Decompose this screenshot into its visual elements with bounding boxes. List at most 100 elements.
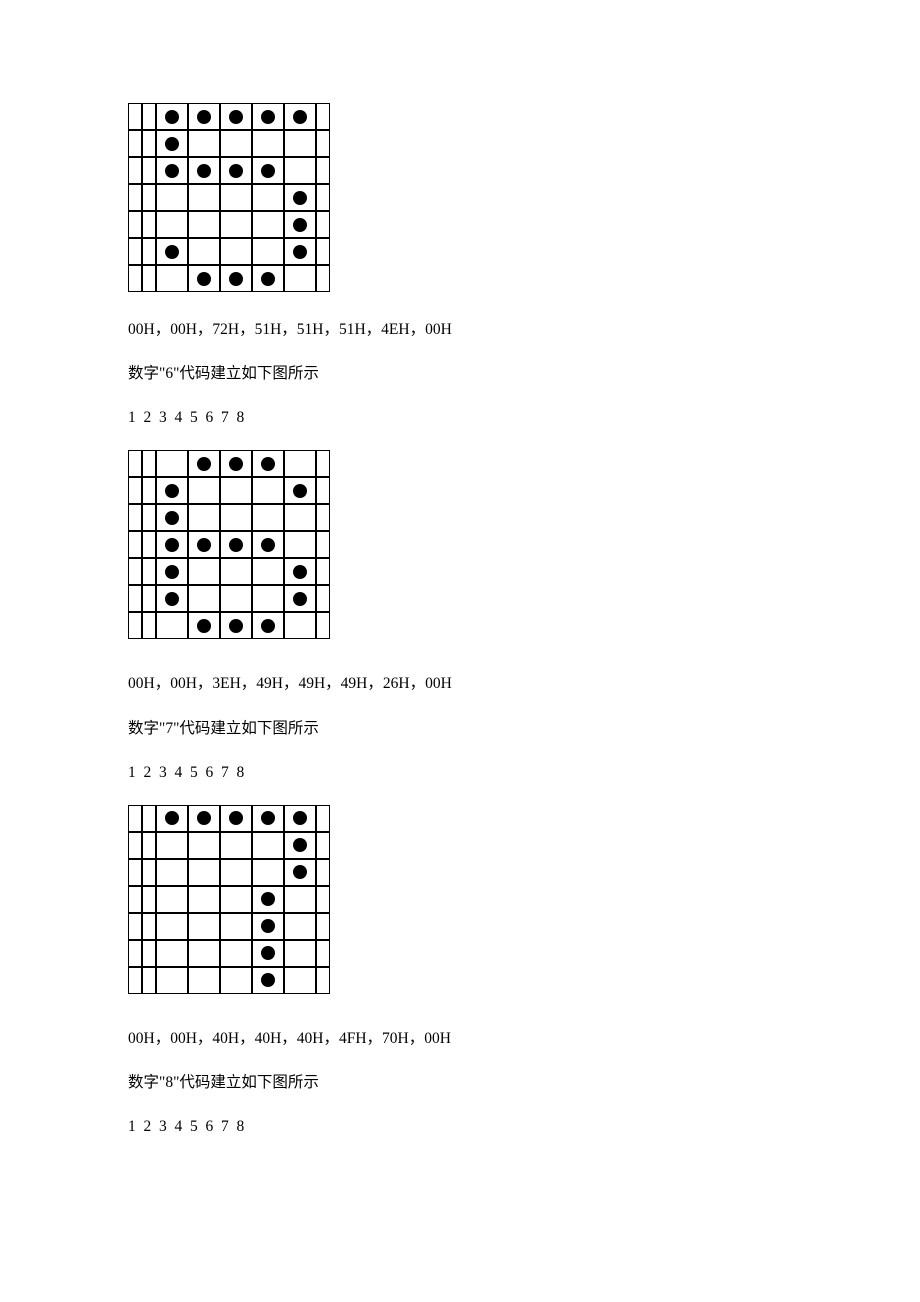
grid-cell [156, 859, 188, 886]
grid-row [128, 504, 330, 531]
grid-cell [252, 211, 284, 238]
code-line: 00H，00H，40H，40H，40H，4FH，70H，00H [128, 1029, 920, 1049]
grid-cell [316, 265, 330, 292]
grid-cell [142, 940, 156, 967]
grid-row [128, 265, 330, 292]
grid-cell [316, 157, 330, 184]
grid-cell [188, 238, 220, 265]
grid-cell [128, 130, 142, 157]
grid-wrapper [128, 805, 920, 999]
grid-cell [188, 103, 220, 130]
grid-cell [284, 238, 316, 265]
grid-row [128, 585, 330, 612]
grid-cell [142, 913, 156, 940]
grid-cell [316, 184, 330, 211]
grid-cell [316, 805, 330, 832]
grid-cell [128, 265, 142, 292]
section-block: 00H，00H，3EH，49H，49H，49H，26H，00H数字"7"代码建立… [128, 450, 920, 782]
sections-host: 00H，00H，72H，51H，51H，51H，4EH，00H数字"6"代码建立… [128, 103, 920, 1137]
grid-cell [142, 184, 156, 211]
grid-cell [156, 477, 188, 504]
document-page: 00H，00H，72H，51H，51H，51H，4EH，00H数字"6"代码建立… [0, 0, 920, 1302]
grid-cell [284, 450, 316, 477]
grid-cell [316, 504, 330, 531]
grid-cell [252, 450, 284, 477]
grid-cell [188, 450, 220, 477]
dot-icon [261, 619, 275, 633]
grid-cell [156, 805, 188, 832]
dot-icon [229, 164, 243, 178]
dot-icon [261, 946, 275, 960]
grid-cell [252, 585, 284, 612]
grid-cell [316, 477, 330, 504]
grid-cell [142, 157, 156, 184]
grid-cell [252, 886, 284, 913]
grid-cell [128, 238, 142, 265]
grid-cell [220, 886, 252, 913]
dot-icon [293, 592, 307, 606]
grid-cell [142, 859, 156, 886]
grid-cell [284, 558, 316, 585]
grid-cell [284, 531, 316, 558]
grid-cell [142, 805, 156, 832]
grid-cell [128, 585, 142, 612]
grid-cell [252, 504, 284, 531]
grid-cell [188, 832, 220, 859]
grid-cell [142, 238, 156, 265]
dot-icon [293, 484, 307, 498]
grid-cell [142, 531, 156, 558]
grid-cell [316, 612, 330, 639]
grid-cell [220, 832, 252, 859]
grid-cell [128, 612, 142, 639]
dot-icon [261, 973, 275, 987]
grid-cell [156, 585, 188, 612]
dot-icon [197, 538, 211, 552]
grid-cell [142, 103, 156, 130]
grid-cell [188, 211, 220, 238]
dot-icon [165, 538, 179, 552]
grid-cell [128, 450, 142, 477]
grid-cell [252, 805, 284, 832]
grid-cell [156, 157, 188, 184]
grid-cell [156, 913, 188, 940]
grid-cell [220, 967, 252, 994]
grid-cell [156, 103, 188, 130]
grid-cell [316, 450, 330, 477]
grid-cell [156, 265, 188, 292]
grid-cell [188, 184, 220, 211]
grid-row [128, 157, 330, 184]
grid-cell [284, 967, 316, 994]
grid-cell [220, 585, 252, 612]
grid-cell [128, 558, 142, 585]
dot-icon [229, 272, 243, 286]
dot-icon [261, 272, 275, 286]
dot-icon [197, 272, 211, 286]
grid-cell [128, 477, 142, 504]
dot-icon [261, 164, 275, 178]
dot-icon [229, 110, 243, 124]
column-header: 1 2 3 4 5 6 7 8 [128, 408, 920, 428]
grid-cell [220, 558, 252, 585]
grid-cell [156, 130, 188, 157]
dot-icon [261, 811, 275, 825]
grid-cell [188, 504, 220, 531]
grid-cell [188, 558, 220, 585]
grid-cell [252, 558, 284, 585]
grid-cell [188, 531, 220, 558]
grid-cell [156, 531, 188, 558]
grid-row [128, 211, 330, 238]
grid-wrapper [128, 103, 920, 297]
code-line: 00H，00H，72H，51H，51H，51H，4EH，00H [128, 320, 920, 340]
grid-cell [220, 265, 252, 292]
grid-cell [142, 477, 156, 504]
grid-cell [252, 130, 284, 157]
grid-cell [156, 504, 188, 531]
grid-cell [252, 940, 284, 967]
grid-cell [252, 531, 284, 558]
grid-cell [284, 157, 316, 184]
led-grid [128, 103, 330, 292]
grid-cell [188, 265, 220, 292]
grid-cell [128, 184, 142, 211]
grid-cell [142, 265, 156, 292]
grid-cell [128, 211, 142, 238]
